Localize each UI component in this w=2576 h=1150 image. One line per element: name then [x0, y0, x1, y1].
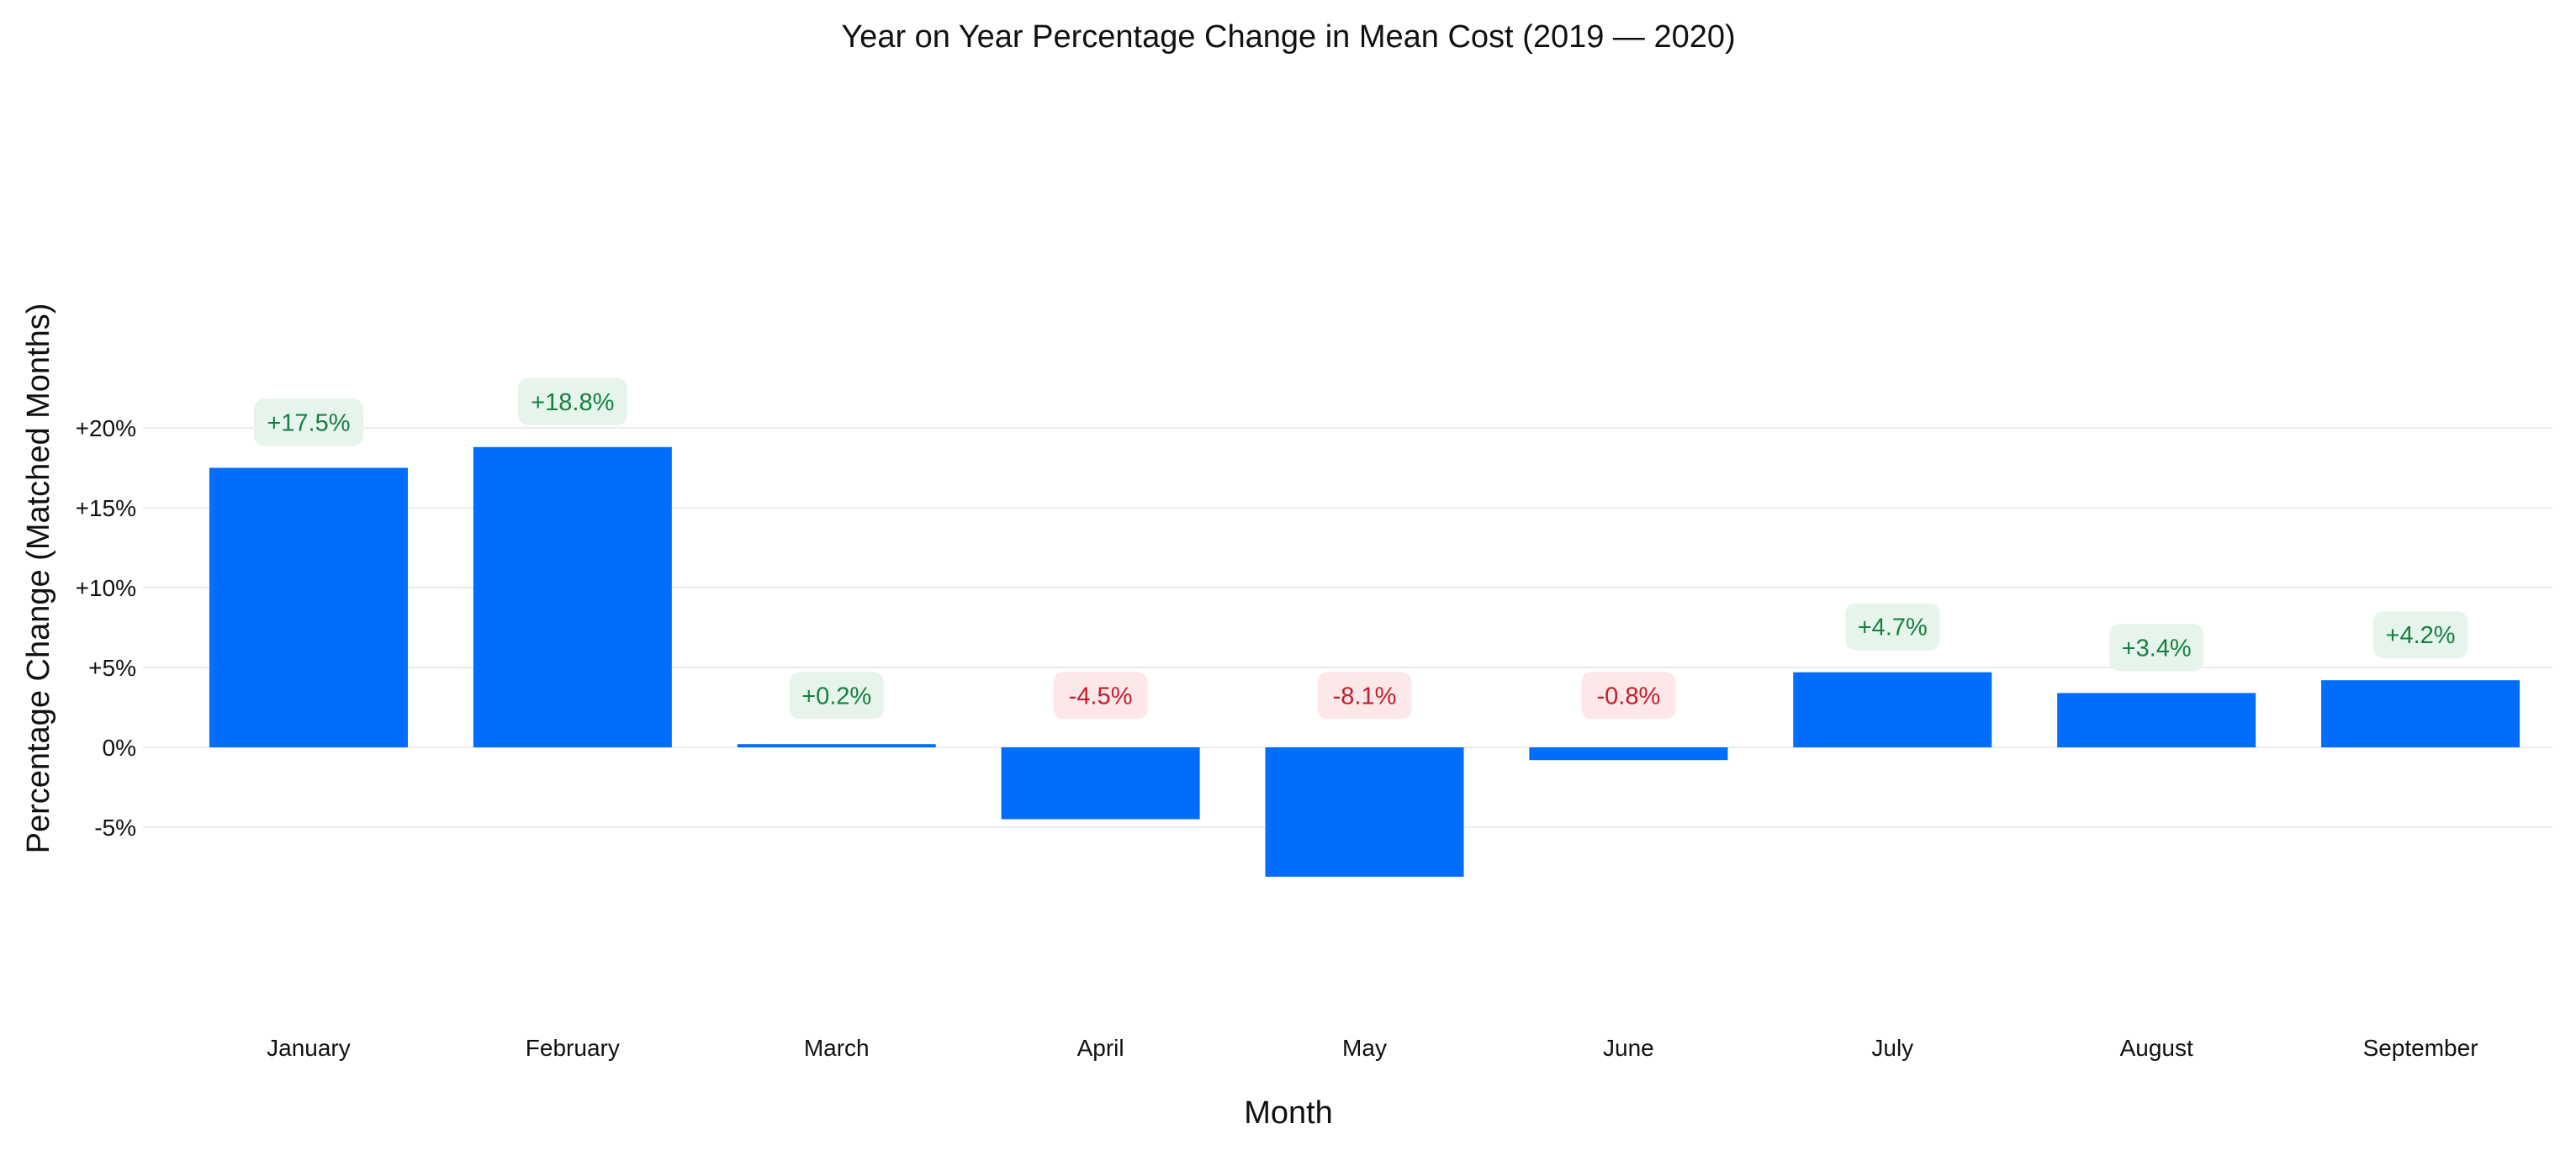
- data-label: -8.1%: [1333, 683, 1397, 710]
- bar: [1001, 747, 1200, 820]
- data-label-badge: [517, 377, 627, 425]
- data-label-badge: [789, 672, 884, 720]
- x-tick-label: June: [1603, 1035, 1654, 1061]
- chart-title: Year on Year Percentage Change in Mean C…: [841, 19, 1735, 55]
- data-label-badge: [1845, 603, 1940, 651]
- data-label-badge: [1581, 672, 1676, 720]
- y-tick-label: +20%: [76, 415, 136, 441]
- bar: [1529, 747, 1728, 761]
- data-label-badge: [253, 398, 363, 446]
- bar: [473, 446, 672, 747]
- y-tick-label: 0%: [103, 735, 136, 761]
- bars: [209, 446, 2520, 877]
- x-tick-label: August: [2120, 1035, 2193, 1061]
- bar: [2321, 680, 2520, 747]
- data-label-badge: [2109, 624, 2204, 672]
- data-label-badge: [1053, 672, 1148, 720]
- x-tick-label: July: [1871, 1035, 1913, 1061]
- data-label-badge: [2373, 611, 2468, 659]
- x-axis-label: Month: [1244, 1095, 1333, 1131]
- data-label: +18.8%: [531, 389, 614, 416]
- x-tick-label: March: [804, 1035, 870, 1061]
- data-labels: +17.5% +18.8% +0.2% -4.5% -8.1% -0.8% +4.7% +3.…: [253, 377, 2468, 720]
- y-tick-label: +15%: [76, 495, 136, 521]
- x-axis-ticks: January February March April May June July Augu…: [267, 1035, 2478, 1061]
- y-tick-label: +10%: [76, 575, 136, 601]
- data-label: -4.5%: [1069, 683, 1133, 710]
- x-tick-label: January: [267, 1035, 351, 1061]
- data-label: -0.8%: [1597, 683, 1661, 710]
- bar: [2057, 693, 2256, 747]
- y-tick-label: -5%: [94, 815, 136, 841]
- data-label-badge: [1317, 672, 1412, 720]
- x-tick-label: September: [2363, 1035, 2478, 1061]
- data-label: +3.4%: [2122, 635, 2192, 662]
- data-label: +17.5%: [267, 410, 350, 437]
- data-label: +0.2%: [801, 683, 871, 710]
- y-axis-label: Percentage Change (Matched Months): [21, 303, 56, 854]
- y-axis-ticks: +20% +15% +10% +5% 0% -5%: [76, 415, 136, 841]
- bar: [1793, 672, 1992, 747]
- bar: [209, 467, 408, 747]
- y-tick-label: +5%: [88, 655, 136, 681]
- bar: [1265, 747, 1464, 877]
- bar: [737, 744, 936, 747]
- data-label: +4.2%: [2386, 622, 2456, 649]
- data-label: +4.7%: [1858, 615, 1928, 641]
- x-tick-label: April: [1077, 1035, 1124, 1061]
- x-tick-label: May: [1342, 1035, 1387, 1061]
- x-tick-label: February: [526, 1035, 620, 1061]
